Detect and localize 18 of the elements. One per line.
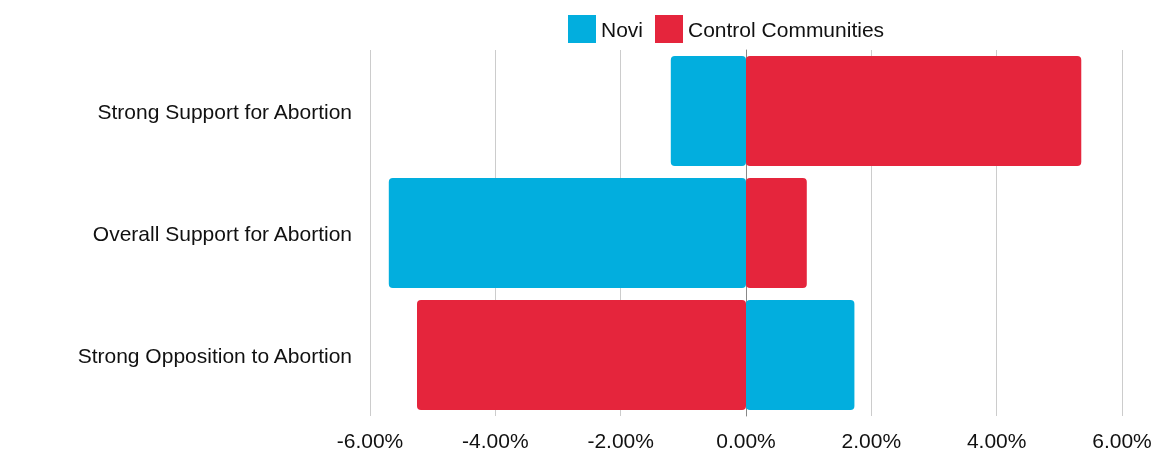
y-tick-label: Strong Opposition to Abortion [77,343,352,367]
x-tick-label: -4.00% [462,429,529,452]
bar [746,56,1082,166]
y-tick-label: Strong Support for Abortion [97,99,352,123]
legend-label: Novi [601,17,644,41]
bar [417,300,746,410]
x-tick-label: -6.00% [336,429,404,452]
bar [746,178,807,288]
legend-label: Control Communities [688,17,885,41]
bar [388,178,746,288]
x-tick-label: 4.00% [966,429,1027,452]
x-tick-label: -2.00% [587,429,654,452]
x-tick-label: 6.00% [1092,429,1152,452]
x-tick-label: 2.00% [841,429,902,452]
x-tick-label: 0.00% [716,429,776,452]
y-tick-label: Overall Support for Abortion [92,221,352,245]
bar [670,56,746,166]
bar [746,300,855,410]
